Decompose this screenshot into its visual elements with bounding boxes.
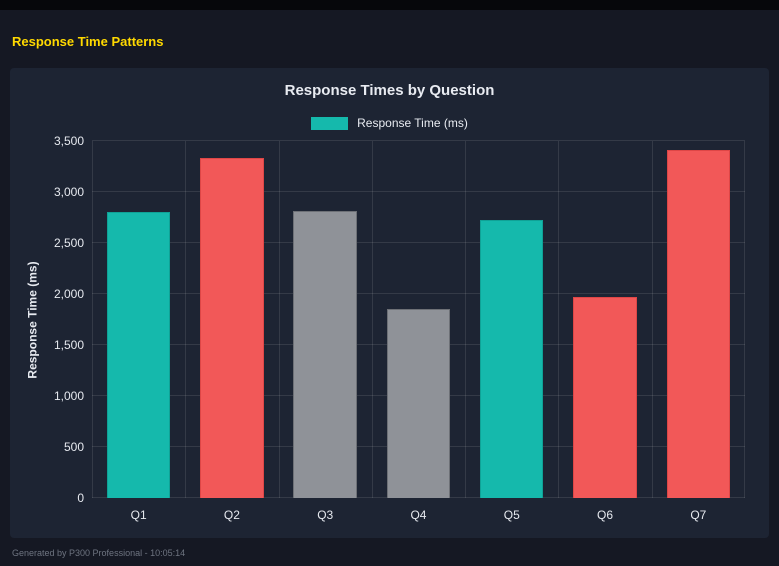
top-strip	[0, 0, 779, 10]
y-tick-label: 3,500	[53, 134, 84, 148]
x-tick-label-q1: Q1	[130, 508, 147, 522]
y-tick-label: 3,000	[53, 185, 84, 199]
v-gridline	[185, 141, 187, 498]
bar-q4	[386, 309, 451, 498]
y-tick-label: 500	[63, 440, 84, 455]
y-axis-ticks: 0 500 1,000 1,500 2,000 2,500 3,000 3,500	[40, 134, 84, 505]
plot-area	[92, 140, 745, 498]
h-gridline	[92, 191, 745, 192]
bar-q1	[106, 212, 171, 498]
x-tick-label-q7: Q7	[690, 508, 707, 522]
chart-legend: Response Time (ms)	[10, 116, 769, 130]
y-tick-label: 2,500	[53, 236, 84, 250]
v-gridline	[92, 141, 93, 498]
legend-item-response-time[interactable]: Response Time (ms)	[311, 116, 468, 130]
legend-swatch	[311, 116, 349, 130]
h-gridline	[92, 242, 745, 243]
x-tick-label-q3: Q3	[317, 508, 334, 522]
bar-q2	[200, 158, 264, 498]
v-gridline	[651, 141, 653, 498]
v-gridline	[558, 141, 560, 498]
x-tick-label-q4: Q4	[410, 508, 427, 522]
y-tick-label: 0	[77, 491, 84, 505]
bar-q6	[573, 297, 637, 498]
legend-label: Response Time (ms)	[357, 116, 468, 130]
h-gridline	[92, 293, 745, 294]
chart-panel: Response Times by Question Response Time…	[10, 68, 769, 538]
bar-q7	[666, 150, 731, 498]
x-tick-label-q2: Q2	[223, 508, 240, 522]
x-tick-label-q6: Q6	[597, 508, 614, 522]
v-gridline	[278, 141, 280, 498]
h-gridline	[92, 140, 745, 141]
bar-q5	[480, 219, 544, 498]
page-title: Response Time Patterns	[12, 34, 164, 49]
v-gridline	[371, 141, 373, 498]
x-tick-label-q5: Q5	[503, 508, 520, 522]
x-axis-labels: Q1 Q2 Q3 Q4 Q5 Q6 Q7	[92, 508, 745, 522]
y-tick-label: 1,500	[53, 338, 84, 352]
footer-text: Generated by P300 Professional - 10:05:1…	[12, 548, 186, 558]
y-tick-label: 1,000	[53, 389, 84, 404]
v-gridline	[465, 141, 467, 498]
y-tick-label: 2,000	[53, 287, 84, 302]
bar-q3	[293, 211, 357, 498]
chart-title: Response Times by Question	[284, 82, 495, 99]
v-gridline	[744, 141, 745, 498]
